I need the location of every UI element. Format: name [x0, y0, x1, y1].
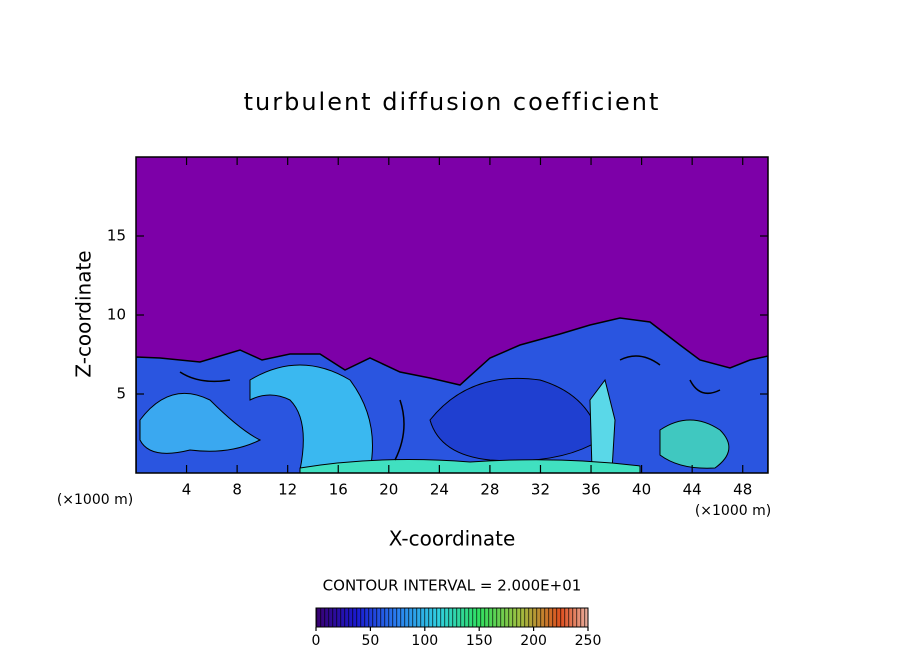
x-tick-label: 8 — [232, 481, 242, 499]
x-tick-label: 20 — [379, 481, 398, 499]
contour — [179, 355, 721, 461]
colorbar-tick-label: 200 — [520, 633, 547, 649]
colorbar-frame — [315, 607, 589, 628]
plume — [589, 378, 616, 471]
x-tick-label: 4 — [182, 481, 192, 499]
chart-title: turbulent diffusion coefficient — [244, 88, 661, 116]
x-axis-label: X-coordinate — [389, 527, 516, 551]
y-tick-label: 5 — [116, 385, 126, 403]
colorbar-tick-label: 150 — [466, 633, 493, 649]
x-tick-label: 40 — [632, 481, 651, 499]
eddy — [139, 392, 262, 454]
x-tick-label: 12 — [278, 481, 297, 499]
surface-layer — [299, 459, 641, 473]
y-tick-label: 10 — [107, 306, 126, 324]
y-axis-label: Z-coordinate — [72, 250, 96, 377]
x-unit-label: (×1000 m) — [695, 503, 771, 519]
contour-interval: CONTOUR INTERVAL = 2.000E+01 — [323, 577, 582, 595]
x-tick-label: 32 — [531, 481, 550, 499]
x-tick-label: 48 — [733, 481, 752, 499]
colorbar-tick-label: 250 — [575, 633, 602, 649]
colorbar-tick-label: 100 — [411, 633, 438, 649]
y-tick-label: 15 — [107, 227, 126, 245]
x-tick-label: 16 — [329, 481, 348, 499]
colorbar-tick-label: 50 — [361, 633, 379, 649]
x-tick-label: 44 — [683, 481, 702, 499]
colorbar-tick-label: 0 — [312, 633, 321, 649]
x-tick-label: 36 — [581, 481, 600, 499]
x-unit-label: (×1000 m) — [57, 492, 133, 508]
x-tick-label: 24 — [430, 481, 449, 499]
field — [136, 317, 768, 473]
eddy — [659, 419, 730, 469]
x-tick-label: 28 — [480, 481, 499, 499]
